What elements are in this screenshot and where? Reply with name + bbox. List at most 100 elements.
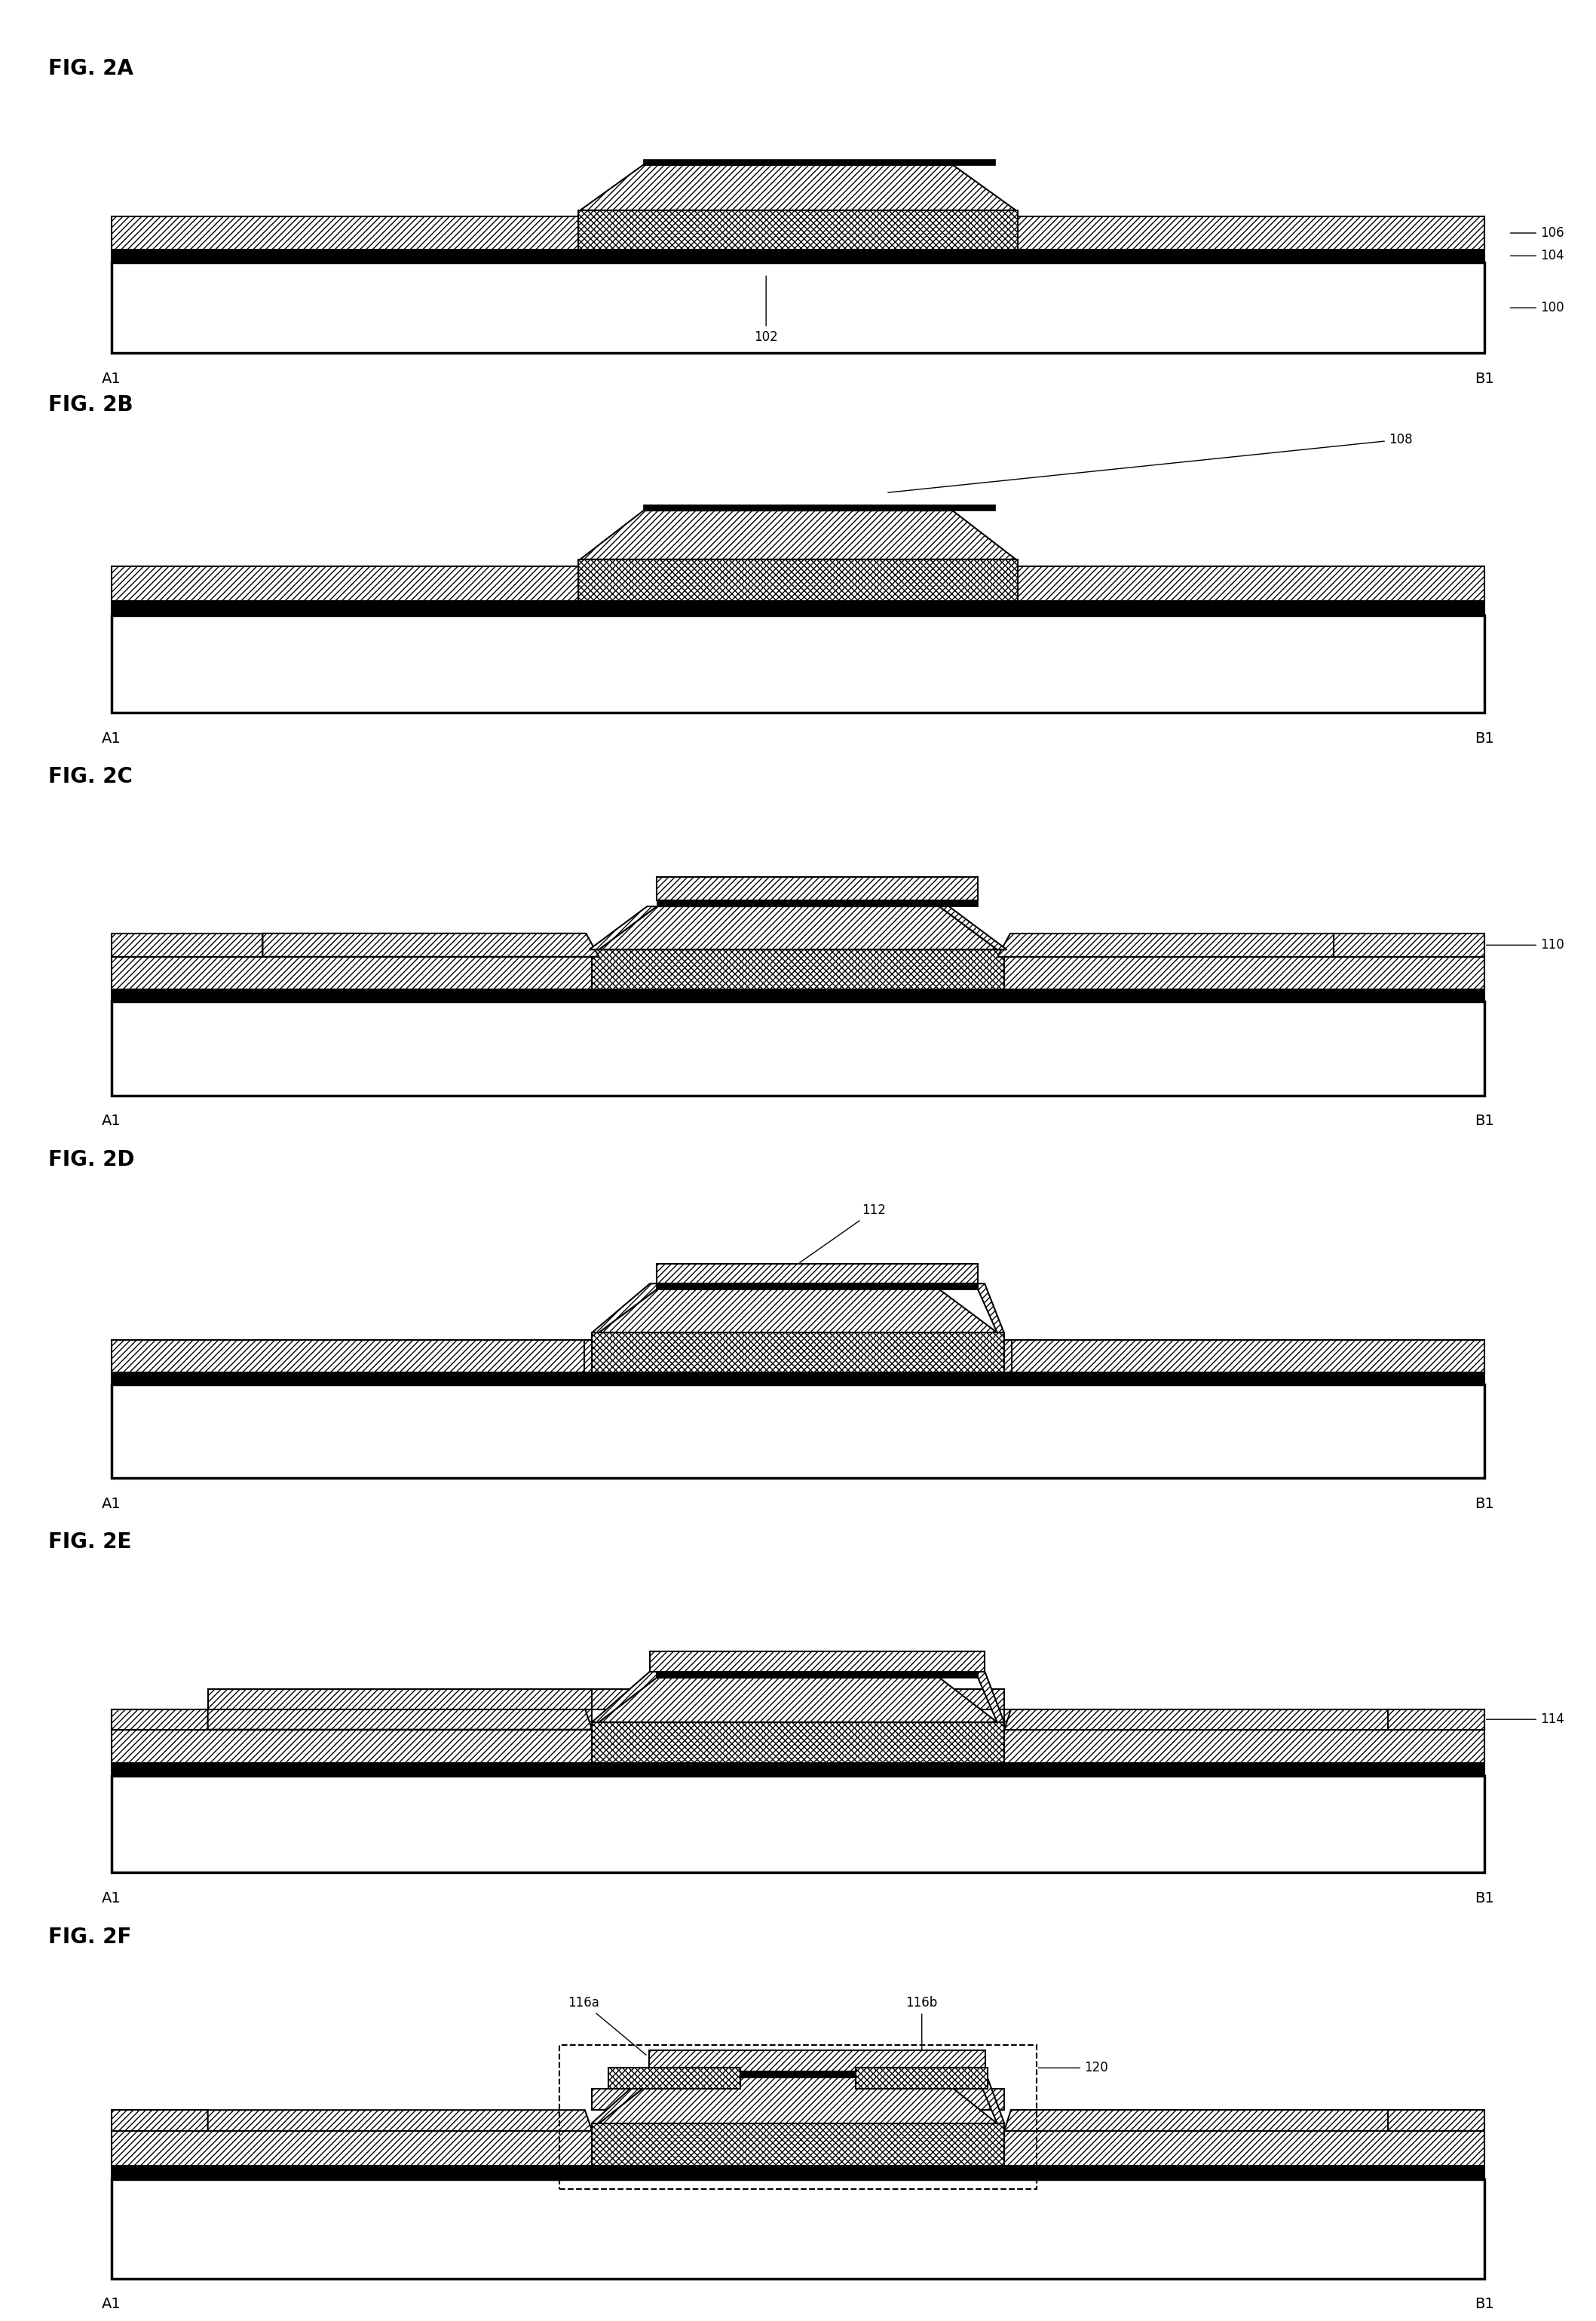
Bar xyxy=(112,1386,1484,1478)
Text: B1: B1 xyxy=(1475,2298,1494,2312)
Bar xyxy=(112,2179,1484,2279)
Bar xyxy=(112,2165,1484,2179)
Bar xyxy=(1333,933,1484,956)
Text: A1: A1 xyxy=(102,1114,121,1128)
Text: B1: B1 xyxy=(1475,1114,1494,1128)
Bar xyxy=(592,2124,1004,2165)
Bar xyxy=(650,1650,985,1671)
Text: A1: A1 xyxy=(102,2298,121,2312)
Text: B1: B1 xyxy=(1475,731,1494,745)
Text: 116b: 116b xyxy=(907,1996,938,2054)
Bar xyxy=(656,877,978,901)
Text: 112: 112 xyxy=(800,1205,886,1263)
Polygon shape xyxy=(598,2077,998,2124)
Bar xyxy=(112,933,263,956)
Text: A1: A1 xyxy=(102,1497,121,1511)
Bar xyxy=(643,158,994,165)
Text: 108: 108 xyxy=(887,432,1412,492)
Polygon shape xyxy=(598,908,998,949)
Bar xyxy=(112,1003,1484,1096)
Bar xyxy=(560,2045,1036,2189)
Text: 102: 102 xyxy=(755,276,777,344)
Bar xyxy=(578,559,1018,601)
Bar xyxy=(112,956,592,989)
Bar xyxy=(855,2068,988,2089)
Bar xyxy=(112,1708,592,1729)
Polygon shape xyxy=(598,1678,998,1722)
Text: FIG. 2A: FIG. 2A xyxy=(48,58,132,79)
Bar xyxy=(112,566,578,601)
Bar xyxy=(1004,1708,1484,1729)
Bar xyxy=(112,2110,207,2131)
Polygon shape xyxy=(978,2070,1004,2124)
Bar xyxy=(112,1708,207,1729)
Bar xyxy=(643,504,994,511)
Bar xyxy=(112,989,1484,1003)
Text: 116a: 116a xyxy=(568,1996,646,2054)
Polygon shape xyxy=(207,2110,592,2131)
Bar xyxy=(656,1284,978,1290)
Bar xyxy=(112,2131,592,2165)
Bar xyxy=(112,1729,592,1764)
Bar xyxy=(656,1265,978,1284)
Text: FIG. 2B: FIG. 2B xyxy=(48,395,132,415)
Bar xyxy=(1389,2110,1484,2131)
Bar xyxy=(592,1690,1004,1708)
Bar xyxy=(1018,216,1484,248)
Polygon shape xyxy=(263,933,598,956)
Bar xyxy=(592,1722,1004,1764)
Bar xyxy=(656,2070,978,2077)
Polygon shape xyxy=(1004,1708,1389,1729)
Bar xyxy=(592,2089,1004,2110)
Polygon shape xyxy=(584,1339,592,1372)
Bar xyxy=(284,1708,407,1729)
Bar xyxy=(112,248,1484,262)
Polygon shape xyxy=(1004,2110,1389,2131)
Polygon shape xyxy=(978,1284,1004,1332)
Text: A1: A1 xyxy=(102,371,121,385)
Bar xyxy=(1004,1729,1484,1764)
Polygon shape xyxy=(581,511,1015,559)
Polygon shape xyxy=(940,908,1007,949)
Bar xyxy=(112,601,1484,615)
Text: FIG. 2D: FIG. 2D xyxy=(48,1149,134,1170)
Polygon shape xyxy=(592,1671,656,1722)
Text: 104: 104 xyxy=(1510,248,1564,262)
Bar xyxy=(112,615,1484,713)
Polygon shape xyxy=(998,933,1333,956)
Polygon shape xyxy=(1004,1339,1012,1372)
Bar xyxy=(112,1776,1484,1873)
Text: A1: A1 xyxy=(102,731,121,745)
Text: B1: B1 xyxy=(1475,1892,1494,1906)
Text: FIG. 2C: FIG. 2C xyxy=(48,766,132,787)
Bar xyxy=(112,216,578,248)
Bar xyxy=(1004,2131,1484,2165)
Bar xyxy=(112,1372,1484,1386)
Polygon shape xyxy=(589,908,656,949)
Text: 100: 100 xyxy=(1510,302,1564,316)
Text: B1: B1 xyxy=(1475,371,1494,385)
Bar xyxy=(656,1671,978,1678)
Text: A1: A1 xyxy=(102,1892,121,1906)
Bar xyxy=(112,262,1484,353)
Bar xyxy=(1004,956,1484,989)
Text: FIG. 2E: FIG. 2E xyxy=(48,1532,131,1553)
Bar xyxy=(578,211,1018,248)
Bar xyxy=(608,2068,741,2089)
Bar xyxy=(650,2049,985,2070)
Text: 110: 110 xyxy=(1486,938,1564,952)
Bar xyxy=(112,1339,592,1372)
Text: 106: 106 xyxy=(1510,225,1564,239)
Bar xyxy=(1004,1339,1484,1372)
Bar xyxy=(656,901,978,908)
Polygon shape xyxy=(207,1708,592,1729)
Bar xyxy=(1018,566,1484,601)
Text: 114: 114 xyxy=(1486,1713,1564,1727)
Bar xyxy=(592,1332,1004,1372)
Polygon shape xyxy=(598,1290,998,1332)
Polygon shape xyxy=(592,1284,656,1332)
Polygon shape xyxy=(592,2070,656,2124)
Polygon shape xyxy=(581,165,1015,211)
Text: 120: 120 xyxy=(1039,2061,1108,2075)
Text: FIG. 2F: FIG. 2F xyxy=(48,1926,131,1947)
